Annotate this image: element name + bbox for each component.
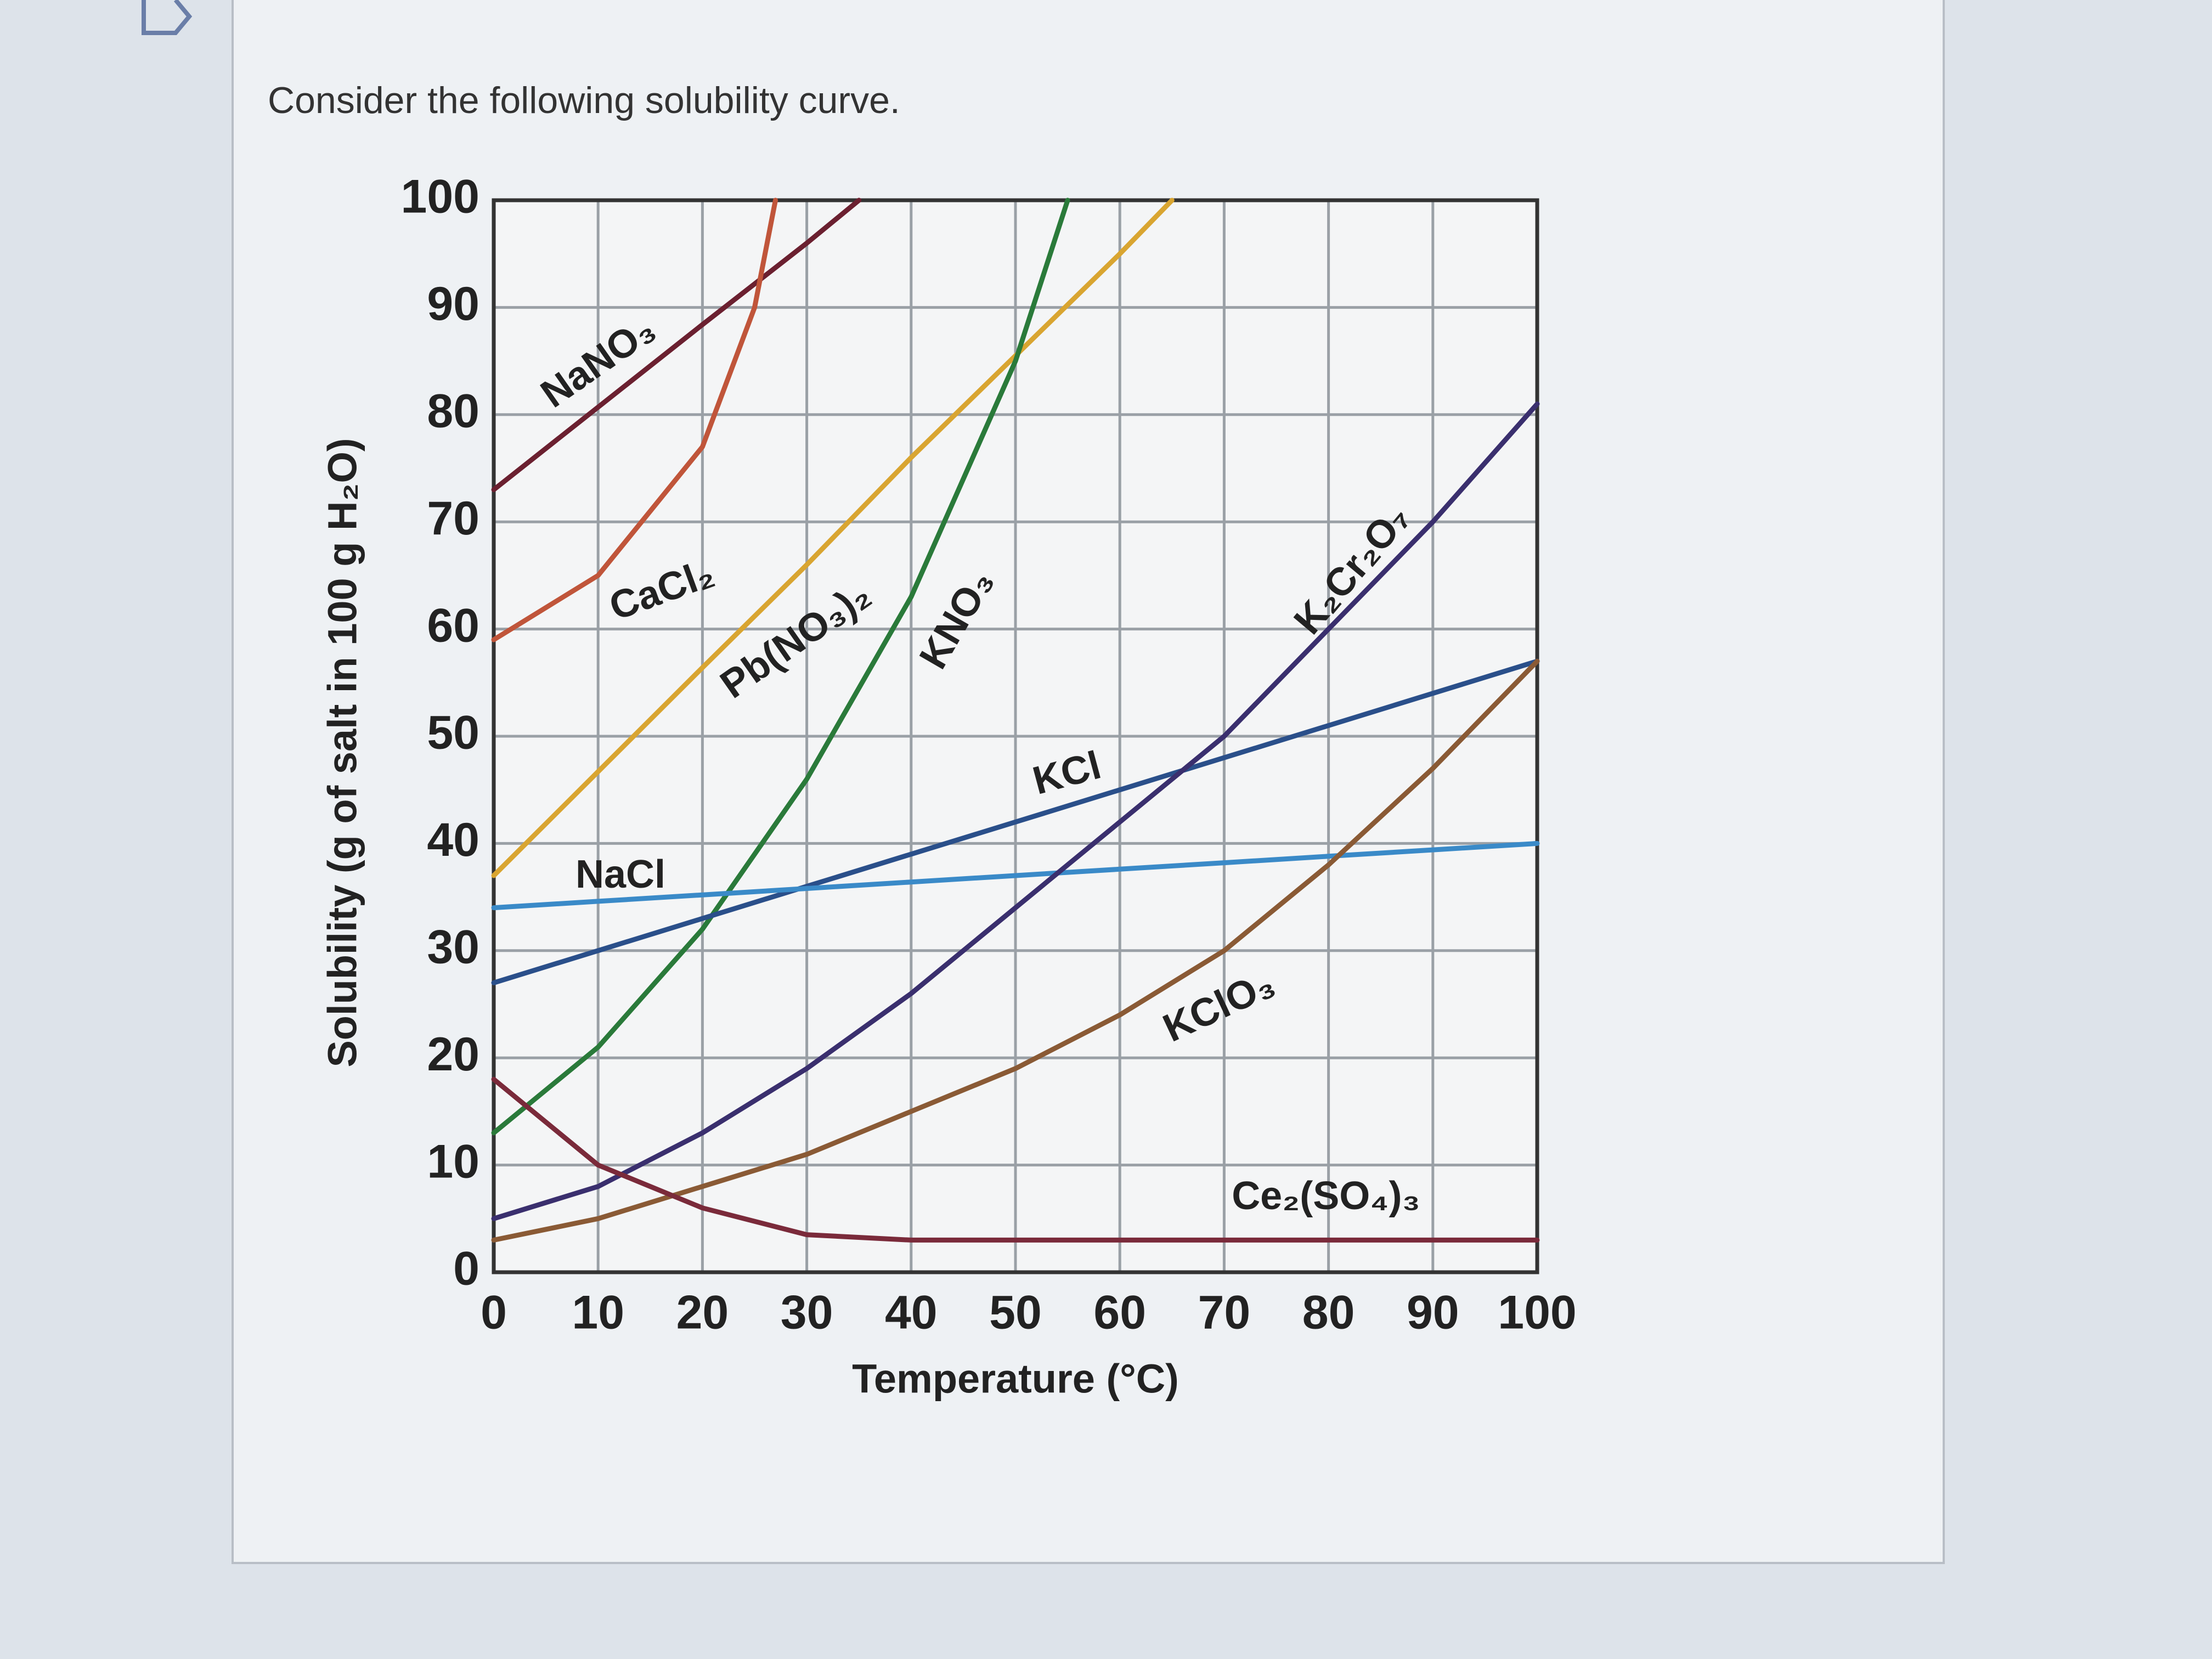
x-tick-label: 30	[781, 1286, 833, 1339]
x-tick-label: 50	[989, 1286, 1042, 1339]
x-tick-label: 90	[1407, 1286, 1459, 1339]
series-line	[491, 198, 1070, 1136]
x-tick-label: 20	[676, 1286, 729, 1339]
x-tick-label: 70	[1198, 1286, 1251, 1339]
y-tick-label: 90	[427, 278, 479, 330]
x-axis-title: Temperature (°C)	[852, 1356, 1179, 1402]
x-tick-label: 40	[885, 1286, 938, 1339]
y-tick-label: 30	[427, 921, 479, 974]
y-axis-title: Solubility (g of salt in 100 g H₂O)	[320, 438, 365, 1067]
x-tick-label: 0	[481, 1286, 507, 1339]
y-tick-label: 60	[427, 599, 479, 652]
curve-label: NaCl	[575, 853, 665, 896]
series-line	[491, 658, 1540, 985]
x-tick-label: 80	[1302, 1286, 1355, 1339]
y-tick-label: 40	[427, 814, 479, 866]
plot-border	[492, 198, 1539, 1274]
question-text: Consider the following solubility curve.	[268, 80, 900, 121]
y-tick-label: 0	[453, 1243, 479, 1295]
series-line	[491, 840, 1540, 911]
series-line	[491, 401, 1540, 1221]
series-line	[491, 1076, 1540, 1243]
series-line	[491, 198, 862, 493]
x-tick-label: 10	[572, 1286, 624, 1339]
series-line	[491, 658, 1540, 1243]
series-line	[491, 198, 778, 642]
y-tick-label: 20	[427, 1028, 479, 1081]
flag-icon	[142, 0, 193, 35]
curve-label: Ce₂(SO₄)₃	[1232, 1174, 1420, 1218]
y-tick-label: 50	[427, 707, 479, 759]
x-tick-label: 100	[1498, 1286, 1577, 1339]
x-tick-label: 60	[1093, 1286, 1146, 1339]
y-tick-label: 80	[427, 385, 479, 438]
y-tick-label: 10	[427, 1135, 479, 1188]
chart: 0 10 20 30 40 50 60 70 80 90 100 0 10 20 30 40 50 60 70 80 9…	[320, 171, 1577, 1402]
series-line	[491, 198, 1175, 878]
y-tick-label: 100	[401, 171, 480, 223]
y-tick-label: 70	[427, 492, 479, 545]
